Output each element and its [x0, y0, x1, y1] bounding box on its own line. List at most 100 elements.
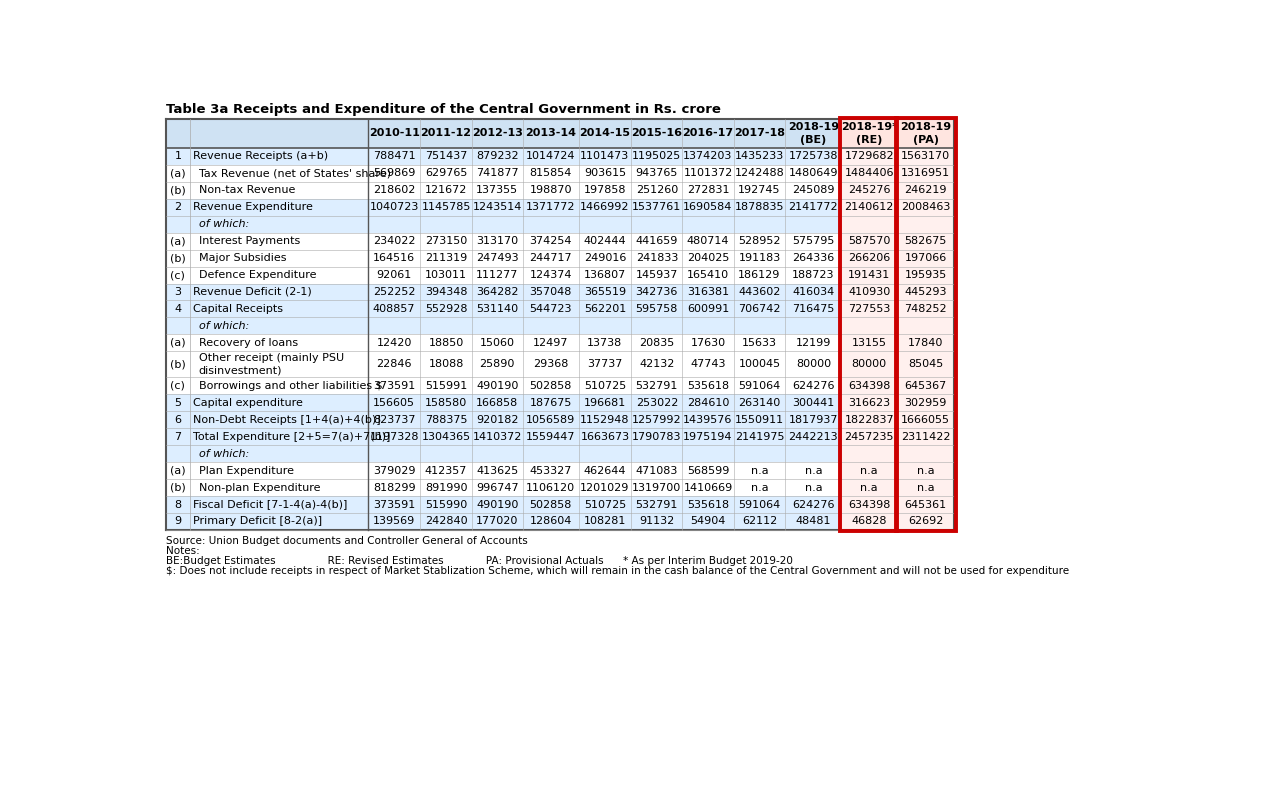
- Text: Primary Deficit [8-2(a)]: Primary Deficit [8-2(a)]: [193, 516, 322, 527]
- Text: 192745: 192745: [738, 186, 781, 195]
- Text: 177020: 177020: [476, 516, 519, 527]
- Text: 410930: 410930: [848, 287, 890, 297]
- Text: 1559447: 1559447: [526, 432, 576, 442]
- Text: 1243514: 1243514: [473, 202, 522, 212]
- Text: 1537761: 1537761: [633, 202, 681, 212]
- Bar: [166, 378, 955, 395]
- Text: n.a: n.a: [805, 482, 822, 493]
- Text: 300441: 300441: [792, 398, 834, 408]
- Text: Non-Debt Receipts [1+4(a)+4(b)]: Non-Debt Receipts [1+4(a)+4(b)]: [193, 414, 380, 425]
- Text: 373591: 373591: [373, 500, 415, 509]
- Text: 624276: 624276: [792, 500, 834, 509]
- Text: 1550911: 1550911: [735, 414, 784, 425]
- Bar: [896, 351, 955, 378]
- Text: 716475: 716475: [792, 304, 834, 314]
- Text: 788375: 788375: [425, 414, 468, 425]
- Text: Total Expenditure [2+5=7(a)+7(b)]: Total Expenditure [2+5=7(a)+7(b)]: [193, 432, 391, 442]
- Text: 124374: 124374: [530, 270, 572, 280]
- Text: 1101372: 1101372: [683, 168, 733, 179]
- Text: 22846: 22846: [377, 359, 412, 369]
- Bar: [166, 428, 955, 446]
- Text: 2141772: 2141772: [789, 202, 838, 212]
- Text: 48481: 48481: [795, 516, 831, 527]
- Text: 164516: 164516: [373, 253, 415, 263]
- Text: 1790783: 1790783: [631, 432, 682, 442]
- Text: 137355: 137355: [476, 186, 519, 195]
- Text: 1484406: 1484406: [844, 168, 894, 179]
- Bar: [841, 411, 896, 428]
- Bar: [841, 119, 955, 148]
- Text: 741877: 741877: [476, 168, 519, 179]
- Text: 2013-14: 2013-14: [525, 128, 576, 139]
- Text: 471083: 471083: [635, 465, 678, 476]
- Bar: [166, 300, 955, 317]
- Text: 12497: 12497: [533, 338, 568, 347]
- Text: 634398: 634398: [848, 500, 890, 509]
- Text: 1371772: 1371772: [526, 202, 576, 212]
- Text: Tax Revenue (net of States' share): Tax Revenue (net of States' share): [199, 168, 391, 179]
- Text: 2018-19
(PA): 2018-19 (PA): [900, 122, 951, 144]
- Text: 1563170: 1563170: [902, 151, 950, 162]
- Bar: [841, 249, 896, 266]
- Bar: [841, 378, 896, 395]
- Bar: [841, 118, 896, 531]
- Bar: [166, 462, 955, 479]
- Text: 996747: 996747: [476, 482, 519, 493]
- Text: 1729682: 1729682: [844, 151, 894, 162]
- Text: 62112: 62112: [742, 516, 777, 527]
- Text: Interest Payments: Interest Payments: [199, 236, 301, 246]
- Text: 111277: 111277: [476, 270, 519, 280]
- Bar: [896, 334, 955, 351]
- Text: 515990: 515990: [425, 500, 467, 509]
- Text: 2141975: 2141975: [734, 432, 785, 442]
- Text: of which:: of which:: [199, 219, 249, 230]
- Text: 12199: 12199: [796, 338, 831, 347]
- Text: 920182: 920182: [476, 414, 519, 425]
- Text: 1878835: 1878835: [734, 202, 785, 212]
- Text: 204025: 204025: [687, 253, 729, 263]
- Text: 1480649: 1480649: [789, 168, 838, 179]
- Text: 242840: 242840: [425, 516, 468, 527]
- Text: 62692: 62692: [908, 516, 943, 527]
- Text: 1663673: 1663673: [581, 432, 629, 442]
- Text: 891990: 891990: [425, 482, 468, 493]
- Text: (b): (b): [170, 482, 185, 493]
- Bar: [896, 198, 955, 216]
- Text: n.a: n.a: [861, 465, 877, 476]
- Text: 706742: 706742: [738, 304, 781, 314]
- Text: 624276: 624276: [792, 381, 834, 391]
- Text: 20835: 20835: [639, 338, 675, 347]
- Text: 1304365: 1304365: [421, 432, 470, 442]
- Text: 29368: 29368: [533, 359, 568, 369]
- Text: 394348: 394348: [425, 287, 468, 297]
- Text: 815854: 815854: [530, 168, 572, 179]
- Text: (c): (c): [170, 270, 185, 280]
- Text: 6: 6: [175, 414, 181, 425]
- Text: 413625: 413625: [476, 465, 519, 476]
- Text: 80000: 80000: [852, 359, 886, 369]
- Text: 100045: 100045: [738, 359, 781, 369]
- Text: Capital Receipts: Capital Receipts: [193, 304, 283, 314]
- Bar: [841, 148, 896, 165]
- Bar: [166, 395, 955, 411]
- Text: of which:: of which:: [199, 321, 249, 331]
- Text: Recovery of loans: Recovery of loans: [199, 338, 298, 347]
- Text: Capital expenditure: Capital expenditure: [193, 398, 303, 408]
- Bar: [166, 513, 955, 530]
- Text: (b): (b): [170, 253, 185, 263]
- Text: 582675: 582675: [904, 236, 947, 246]
- Text: 1: 1: [175, 151, 181, 162]
- Text: 12420: 12420: [377, 338, 412, 347]
- Bar: [166, 216, 955, 233]
- Bar: [166, 249, 955, 266]
- Text: 165410: 165410: [687, 270, 729, 280]
- Bar: [896, 148, 955, 165]
- Text: 569869: 569869: [373, 168, 416, 179]
- Text: 1101473: 1101473: [581, 151, 629, 162]
- Bar: [841, 300, 896, 317]
- Text: 4: 4: [174, 304, 181, 314]
- Text: 15060: 15060: [479, 338, 515, 347]
- Text: 1410372: 1410372: [473, 432, 522, 442]
- Text: 2012-13: 2012-13: [472, 128, 522, 139]
- Text: 136807: 136807: [583, 270, 626, 280]
